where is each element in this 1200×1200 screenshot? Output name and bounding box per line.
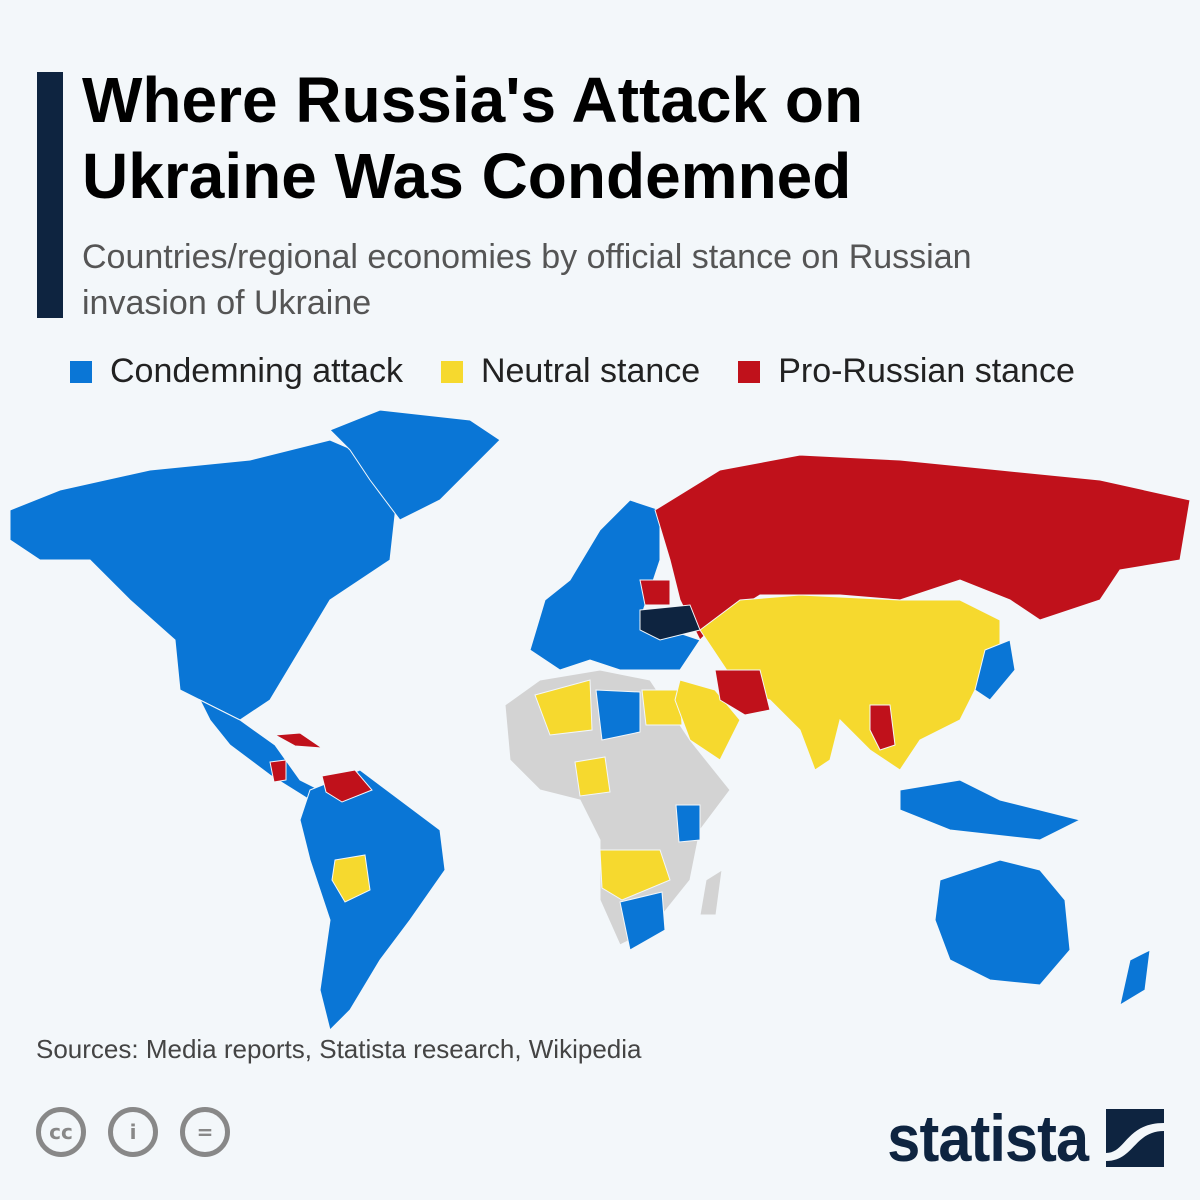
legend-label: Neutral stance <box>480 352 701 390</box>
legend-swatch <box>440 360 463 383</box>
attribution-icon[interactable]: i <box>108 1107 158 1157</box>
region-iran <box>714 669 771 716</box>
region-egypt <box>641 689 683 726</box>
region-asia-neutral <box>699 594 1001 771</box>
region-south-africa <box>619 891 666 951</box>
region-southern-africa-neutral <box>599 849 671 901</box>
page-title: Where Russia's Attack on Ukraine Was Con… <box>82 64 864 212</box>
region-south-america <box>299 769 446 1031</box>
region-kenya <box>675 804 701 843</box>
region-libya <box>595 689 641 741</box>
legend-swatch <box>70 360 92 383</box>
region-bolivia <box>331 854 371 903</box>
region-myanmar <box>869 704 896 751</box>
region-japan <box>974 639 1016 701</box>
region-australia <box>934 859 1071 986</box>
legend-label: Pro-Russian stance <box>778 352 1075 390</box>
region-venezuela <box>321 769 373 803</box>
legend-item-condemning: Condemning attack <box>70 352 403 391</box>
source-note: Sources: Media reports, Statista researc… <box>36 1034 642 1064</box>
legend: Condemning attack Neutral stance Pro-Rus… <box>70 352 1075 391</box>
region-africa-other <box>504 669 731 946</box>
region-ukraine <box>639 604 701 641</box>
statista-logo[interactable]: statista <box>865 1100 1164 1176</box>
region-central-america <box>198 698 321 801</box>
legend-item-neutral: Neutral stance <box>440 352 701 391</box>
region-greenland <box>329 409 501 521</box>
legend-label: Condemning attack <box>110 352 403 390</box>
region-nigeria <box>574 756 611 797</box>
world-map <box>9 409 1191 1031</box>
legend-swatch <box>738 360 761 383</box>
region-madagascar <box>699 869 723 916</box>
brand-name: statista <box>887 1101 1089 1175</box>
region-new-zealand <box>1119 949 1151 1007</box>
region-belarus <box>639 579 671 606</box>
region-southeast-asia <box>899 779 1082 841</box>
subtitle: Countries/regional economies by official… <box>82 238 972 322</box>
title-accent-bar <box>37 72 63 318</box>
cc-icon[interactable]: cc <box>36 1107 86 1157</box>
region-nicaragua <box>269 759 287 783</box>
legend-item-pro-russian: Pro-Russian stance <box>738 352 1075 391</box>
region-north-america <box>9 439 401 721</box>
statista-logo-icon <box>1106 1109 1164 1167</box>
region-algeria <box>534 679 593 736</box>
no-derivatives-icon[interactable]: = <box>180 1107 230 1157</box>
region-cuba <box>273 732 324 749</box>
region-middle-east <box>674 679 741 761</box>
